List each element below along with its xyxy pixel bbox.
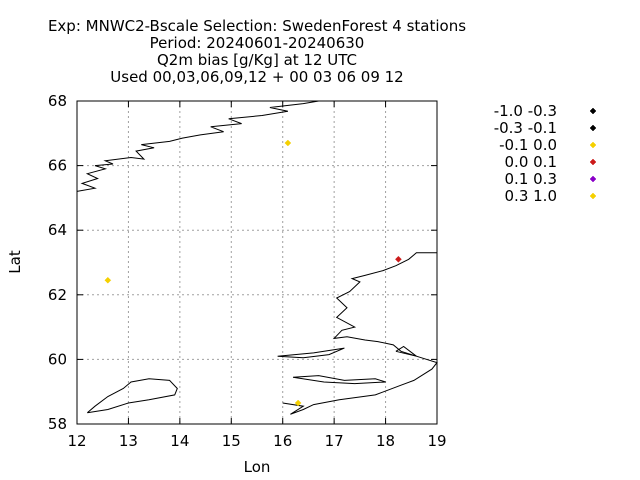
y-tick-label: 60 — [48, 350, 67, 368]
x-tick-label: 16 — [273, 432, 292, 450]
x-tick-label: 12 — [67, 432, 86, 450]
legend-marker — [589, 124, 597, 132]
station-point — [294, 399, 302, 407]
grid — [77, 101, 437, 424]
x-tick-label: 13 — [119, 432, 138, 450]
legend-label: 0.1 0.3 — [505, 170, 557, 188]
legend-label: -0.3 -0.1 — [494, 119, 557, 137]
title-line-2: Period: 20240601-20240630 — [150, 34, 365, 52]
chart-title: Exp: MNWC2-Bscale Selection: SwedenFores… — [48, 17, 466, 86]
title-line-3: Q2m bias [g/Kg] at 12 UTC — [157, 51, 357, 69]
x-tick-label: 17 — [325, 432, 344, 450]
axis-ticks: 12 13 14 15 16 17 18 19 58 60 62 64 66 68 — [48, 92, 447, 450]
station-point — [395, 255, 402, 263]
title-line-4: Used 00,03,06,09,12 + 00 03 06 09 12 — [110, 68, 403, 86]
legend: -1.0 -0.3-0.3 -0.1-0.1 0.00.0 0.10.1 0.3… — [494, 102, 597, 205]
y-tick-label: 68 — [48, 92, 67, 110]
legend-label: 0.0 0.1 — [505, 153, 557, 171]
y-axis-label: Lat — [6, 250, 24, 274]
legend-label: -0.1 0.0 — [499, 136, 557, 154]
x-tick-label: 14 — [170, 432, 189, 450]
legend-marker — [589, 175, 597, 183]
y-tick-label: 64 — [48, 221, 67, 239]
y-tick-label: 66 — [48, 157, 67, 175]
legend-label: 0.3 1.0 — [505, 187, 557, 205]
x-tick-label: 18 — [376, 432, 395, 450]
coastline — [282, 252, 438, 415]
coastline — [76, 100, 319, 192]
x-axis-label: Lon — [244, 458, 271, 476]
y-tick-label: 62 — [48, 286, 67, 304]
legend-marker — [589, 107, 597, 115]
legend-marker — [589, 192, 597, 200]
coastline — [86, 378, 178, 414]
legend-marker — [589, 158, 597, 166]
station-point — [104, 276, 112, 284]
coastline — [395, 345, 417, 357]
coastline — [292, 375, 386, 385]
legend-label: -1.0 -0.3 — [494, 102, 557, 120]
legend-marker — [589, 141, 597, 149]
title-line-1: Exp: MNWC2-Bscale Selection: SwedenFores… — [48, 17, 466, 35]
x-tick-label: 19 — [427, 432, 446, 450]
coastline — [277, 347, 345, 359]
coastlines — [76, 100, 438, 415]
y-tick-label: 58 — [48, 415, 67, 433]
x-tick-label: 15 — [222, 432, 241, 450]
data-points — [104, 139, 402, 407]
station-point — [284, 139, 292, 147]
plot-frame — [76, 100, 438, 425]
